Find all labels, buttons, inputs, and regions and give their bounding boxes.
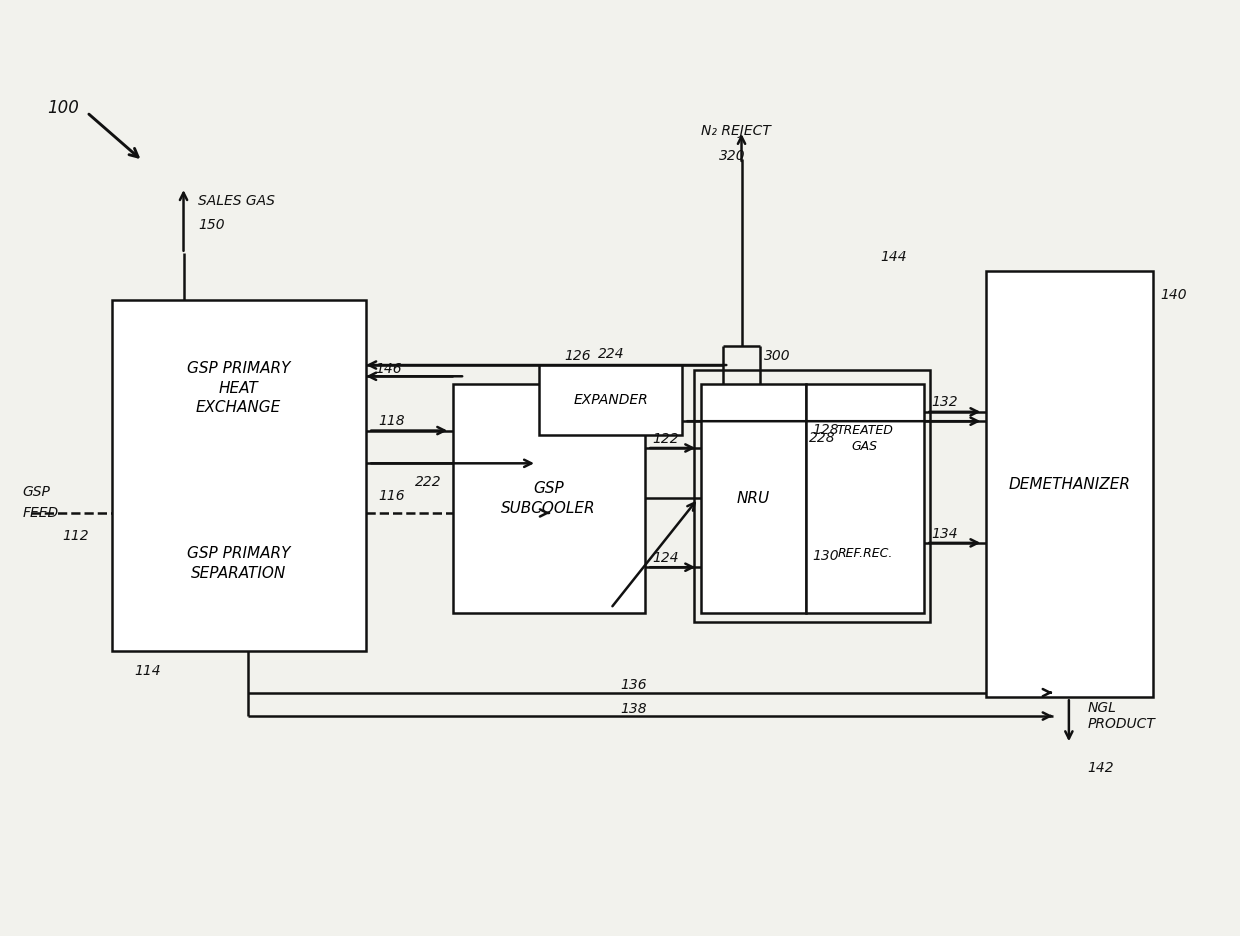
Text: NRU: NRU	[737, 490, 770, 506]
Bar	[806, 384, 924, 613]
Text: 224: 224	[598, 347, 625, 360]
Text: EXPANDER: EXPANDER	[573, 393, 649, 407]
Text: SALES GAS: SALES GAS	[198, 195, 275, 208]
Text: 136: 136	[620, 679, 646, 692]
Text: 126: 126	[564, 349, 590, 362]
Text: 100: 100	[47, 98, 79, 117]
Text: 140: 140	[1161, 288, 1187, 301]
Text: 112: 112	[62, 530, 88, 543]
Text: 144: 144	[880, 251, 906, 264]
Text: 128: 128	[812, 423, 838, 436]
Text: 300: 300	[764, 349, 790, 362]
Bar	[986, 271, 1153, 697]
Text: 222: 222	[415, 475, 441, 489]
Text: 146: 146	[376, 362, 402, 375]
Text: FEED: FEED	[22, 506, 58, 519]
Text: 134: 134	[931, 527, 957, 540]
Text: 130: 130	[812, 548, 838, 563]
Bar	[112, 300, 366, 651]
Text: NGL
PRODUCT: NGL PRODUCT	[1087, 701, 1156, 731]
Text: TREATED
GAS: TREATED GAS	[837, 424, 893, 453]
Text: 132: 132	[931, 396, 957, 409]
Text: 320: 320	[719, 150, 745, 163]
Bar	[694, 370, 930, 622]
Text: GSP PRIMARY
HEAT
EXCHANGE: GSP PRIMARY HEAT EXCHANGE	[187, 361, 290, 416]
Text: 122: 122	[652, 431, 678, 446]
Text: REF.REC.: REF.REC.	[837, 547, 893, 560]
Bar	[453, 384, 645, 613]
Text: DEMETHANIZER: DEMETHANIZER	[1008, 476, 1131, 492]
Text: GSP
SUBCOOLER: GSP SUBCOOLER	[501, 481, 596, 516]
Text: GSP PRIMARY
SEPARATION: GSP PRIMARY SEPARATION	[187, 547, 290, 581]
Bar	[701, 384, 806, 613]
Text: N₂ REJECT: N₂ REJECT	[701, 124, 770, 138]
Text: 138: 138	[620, 702, 646, 715]
Bar	[539, 365, 682, 435]
Text: 118: 118	[378, 415, 404, 428]
Text: 150: 150	[198, 218, 224, 231]
Text: 124: 124	[652, 551, 678, 564]
Text: 142: 142	[1087, 761, 1114, 774]
Text: 114: 114	[134, 665, 160, 678]
Text: 116: 116	[378, 490, 404, 503]
Text: GSP: GSP	[22, 486, 50, 499]
Text: 228: 228	[810, 431, 836, 445]
